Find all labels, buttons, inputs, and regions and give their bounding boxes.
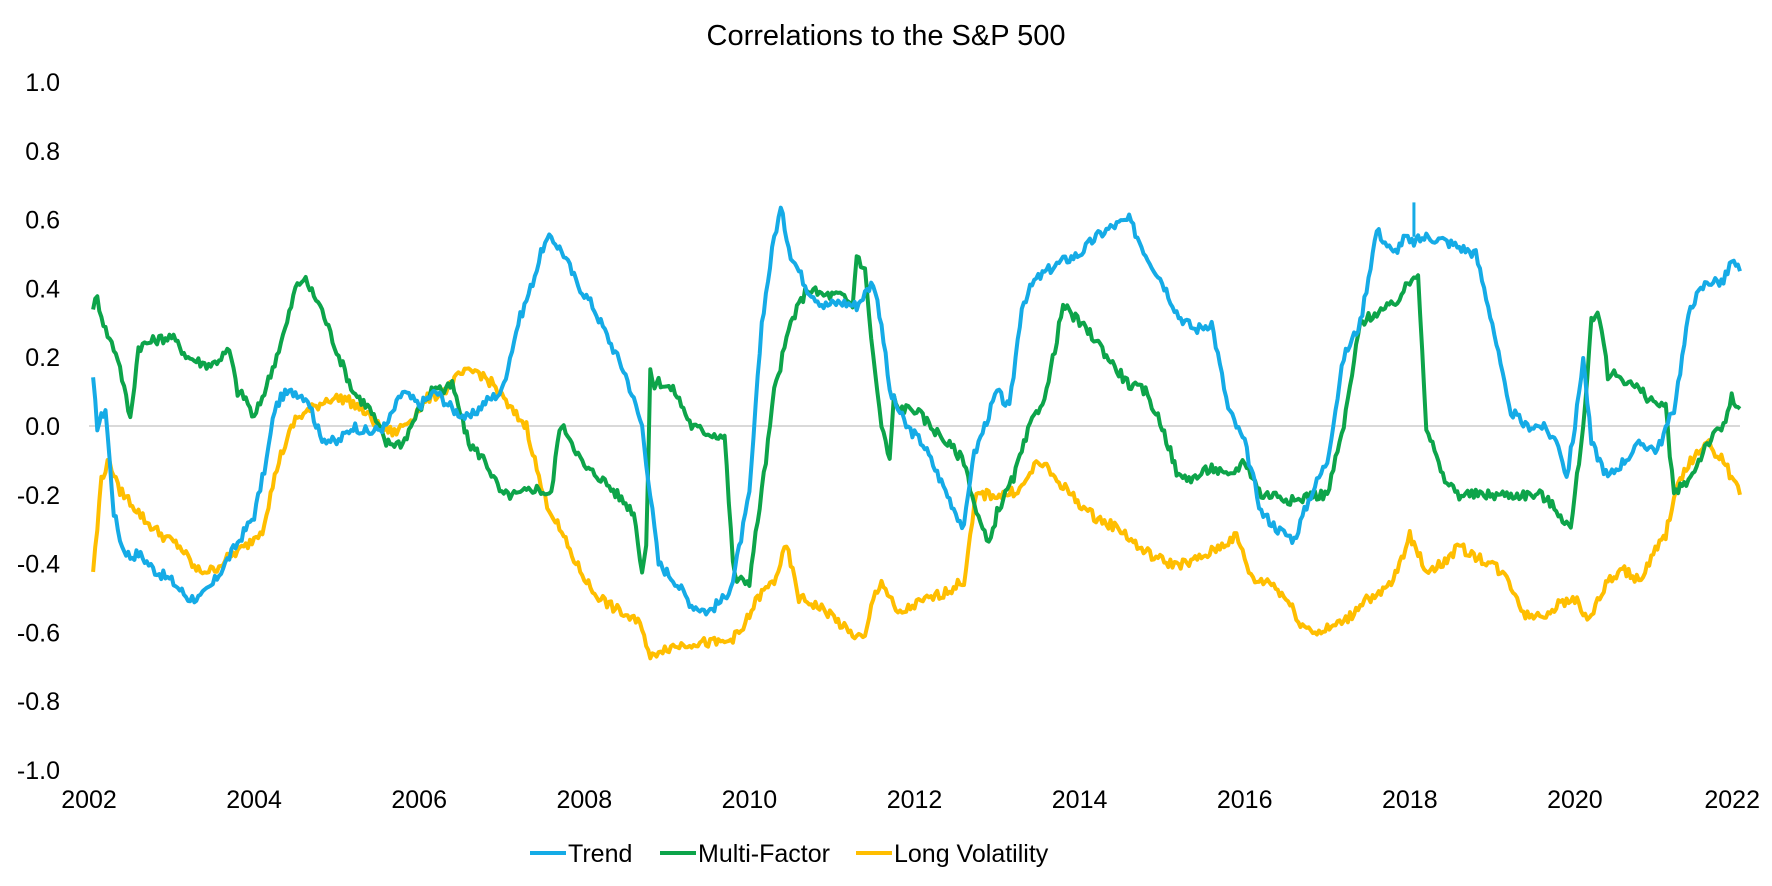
legend-label: Multi-Factor [698,840,830,868]
legend-item: Long Volatility [856,840,1049,868]
x-axis-ticks: 2002 2004 2006 2008 2010 2012 2014 2016 2018 2020… [61,786,1760,814]
legend-item: Multi-Factor [660,840,830,868]
x-tick-label: 2008 [556,786,612,814]
y-tick-label: 0.6 [25,207,60,235]
y-tick-label: -0.6 [17,619,60,647]
y-tick-label: 0.2 [25,344,60,372]
x-tick-label: 2004 [226,786,282,814]
x-tick-label: 2016 [1217,786,1273,814]
chart-title: Correlations to the S&P 500 [707,20,1066,52]
series-lines [91,202,1742,661]
x-tick-label: 2018 [1382,786,1438,814]
x-tick-label: 2006 [391,786,447,814]
y-tick-label: 1.0 [25,69,60,97]
legend-item: Trend [530,840,632,868]
legend-label: Trend [568,840,632,868]
y-tick-label: -1.0 [17,757,60,785]
x-tick-label: 2002 [61,786,117,814]
y-tick-label: 0.8 [25,138,60,166]
y-axis-ticks: 1.0 0.8 0.6 0.4 0.2 0.0 -0.2 -0.4 -0.6 -0.8 -1.0 [17,69,60,785]
series-line-trend [91,205,1742,617]
y-tick-label: -0.4 [17,551,60,579]
y-tick-label: -0.2 [17,482,60,510]
x-tick-label: 2022 [1704,786,1760,814]
legend: Trend Multi-Factor Long Volatility [530,840,1049,868]
x-tick-label: 2020 [1547,786,1603,814]
y-tick-label: 0.4 [25,275,60,303]
x-tick-label: 2014 [1052,786,1108,814]
series-line-long-volatility [91,366,1742,661]
x-tick-label: 2012 [887,786,943,814]
series-line-multi-factor [91,254,1742,588]
x-tick-label: 2010 [722,786,778,814]
y-tick-label: 0.0 [25,413,60,441]
legend-label: Long Volatility [894,840,1049,868]
y-tick-label: -0.8 [17,688,60,716]
